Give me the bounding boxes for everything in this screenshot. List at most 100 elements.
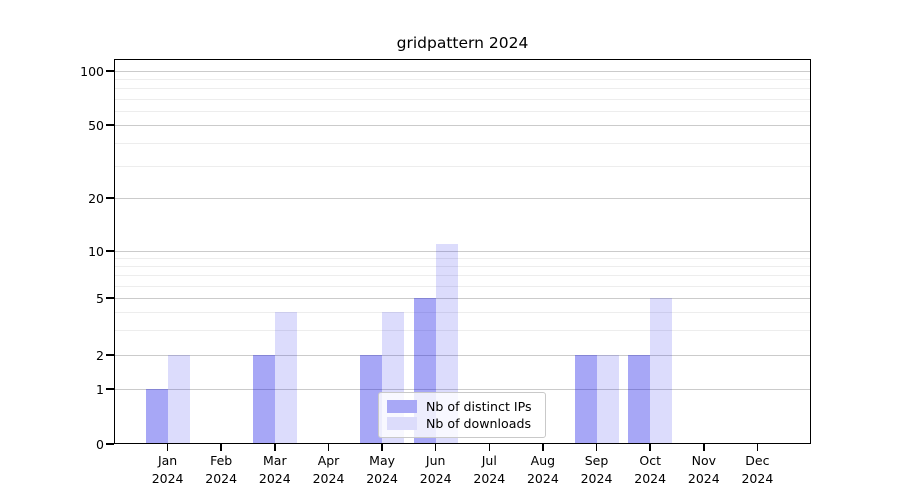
x-tick-jan	[166, 444, 169, 451]
minor-gridline-4	[115, 311, 810, 313]
x-tick-oct	[649, 444, 651, 451]
minor-gridline-3	[115, 329, 810, 331]
month-year: 2024	[473, 471, 506, 486]
minor-gridline-8	[115, 266, 810, 268]
major-gridline-5	[115, 298, 810, 299]
x-tick-feb	[220, 444, 223, 451]
x-tick-label-nov: Nov 2024	[668, 452, 740, 488]
legend-label-distinct-ips: Nb of distinct IPs	[426, 398, 532, 414]
bar-mar-downloads	[274, 311, 297, 444]
x-tick-label-feb: Feb 2024	[185, 452, 257, 488]
y-tick-20	[106, 197, 114, 199]
y-tick-label-5: 5	[96, 290, 104, 306]
y-tick-2	[106, 354, 114, 356]
month-year: 2024	[258, 471, 291, 486]
x-tick-label-jun: Jun 2024	[400, 452, 472, 488]
bar-oct-downloads	[650, 298, 673, 444]
y-tick-1	[106, 388, 114, 390]
x-tick-label-jul: Jul 2024	[453, 452, 525, 488]
bar-sep-downloads	[596, 355, 619, 444]
x-tick-label-apr: Apr 2024	[293, 452, 365, 488]
month-year: 2024	[419, 471, 452, 486]
minor-gridline-70	[115, 98, 810, 100]
y-tick-label-20: 20	[88, 190, 104, 206]
minor-gridline-7	[115, 275, 810, 277]
y-tick-5	[106, 297, 114, 299]
y-tick-label-50: 50	[88, 117, 104, 133]
month-name: Sep	[584, 453, 609, 468]
month-name: Aug	[530, 453, 556, 468]
month-year: 2024	[151, 471, 184, 486]
month-name: Jul	[481, 453, 497, 468]
x-tick-label-sep: Sep 2024	[561, 452, 633, 488]
x-tick-may	[381, 444, 383, 451]
y-tick-label-100: 100	[80, 63, 104, 79]
bar-may-distinct-ips	[360, 355, 383, 444]
y-tick-100	[106, 70, 114, 72]
month-name: Nov	[691, 453, 716, 468]
y-tick-label-2: 2	[96, 347, 104, 363]
major-gridline-10	[115, 251, 810, 252]
x-tick-label-oct: Oct 2024	[614, 452, 686, 488]
major-gridline-1	[115, 389, 810, 390]
month-name: Mar	[263, 453, 287, 468]
minor-gridline-80	[115, 88, 810, 90]
major-gridline-50	[115, 125, 810, 126]
x-tick-aug	[542, 444, 544, 451]
month-year: 2024	[687, 471, 720, 486]
bar-jan-distinct-ips	[145, 389, 168, 444]
x-tick-jun	[434, 444, 437, 451]
x-tick-label-aug: Aug 2024	[507, 452, 579, 488]
legend-label-downloads: Nb of downloads	[426, 416, 532, 432]
bar-oct-distinct-ips	[628, 355, 651, 444]
bar-jan-downloads	[167, 355, 190, 444]
x-tick-jul	[488, 444, 491, 451]
month-name: Dec	[745, 453, 770, 468]
major-gridline-100	[115, 71, 810, 72]
legend-item-distinct-ips: Nb of distinct IPs	[387, 399, 537, 414]
month-year: 2024	[741, 471, 774, 486]
minor-gridline-90	[115, 79, 810, 81]
bar-mar-distinct-ips	[252, 355, 275, 444]
minor-gridline-30	[115, 165, 810, 167]
month-year: 2024	[366, 471, 398, 486]
x-tick-nov	[702, 444, 705, 451]
y-tick-50	[106, 124, 114, 126]
legend-item-downloads: Nb of downloads	[387, 416, 537, 431]
month-name: May	[369, 453, 396, 468]
x-tick-dec	[756, 444, 759, 451]
month-name: Apr	[317, 453, 340, 468]
legend-swatch-downloads	[387, 417, 417, 431]
minor-gridline-6	[115, 285, 810, 287]
y-tick-label-10: 10	[88, 243, 104, 259]
chart-title: gridpattern 2024	[396, 34, 529, 52]
x-tick-label-jan: Jan 2024	[132, 452, 204, 488]
legend-swatch-distinct-ips	[387, 399, 417, 413]
month-year: 2024	[205, 471, 238, 486]
month-name: Jan	[157, 453, 178, 468]
minor-gridline-40	[115, 142, 810, 144]
month-year: 2024	[526, 471, 559, 486]
month-name: Oct	[639, 453, 661, 468]
y-tick-label-1: 1	[96, 381, 104, 397]
month-name: Jun	[425, 453, 446, 468]
month-year: 2024	[634, 471, 667, 486]
y-tick-label-0: 0	[96, 436, 104, 452]
y-tick-10	[106, 250, 114, 252]
major-gridline-20	[115, 198, 810, 199]
x-tick-label-dec: Dec 2024	[721, 452, 793, 488]
x-tick-apr	[327, 444, 330, 451]
legend: Nb of distinct IPs Nb of downloads	[378, 392, 546, 438]
bar-sep-distinct-ips	[574, 355, 597, 444]
y-tick-0	[106, 443, 114, 445]
minor-gridline-9	[115, 258, 810, 260]
minor-gridline-60	[115, 110, 810, 112]
x-tick-mar	[274, 444, 276, 451]
month-name: Feb	[210, 453, 233, 468]
month-year: 2024	[580, 471, 613, 486]
x-tick-sep	[595, 444, 598, 451]
month-year: 2024	[312, 471, 345, 486]
x-tick-label-mar: Mar 2024	[239, 452, 311, 488]
x-tick-label-may: May 2024	[346, 452, 418, 488]
